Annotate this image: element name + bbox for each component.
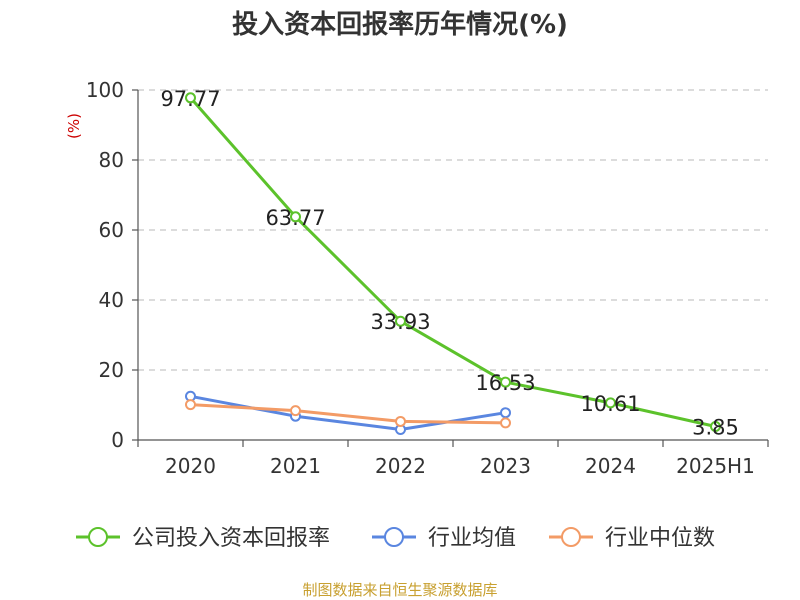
- legend-label: 行业中位数: [605, 526, 715, 551]
- x-tick-label: 2020: [165, 454, 216, 478]
- axes: 0 20 40 60 80 100 2020 2021 2022 2023 2024 2025H1: [86, 78, 769, 478]
- series-line: [189, 394, 507, 431]
- legend-swatch-marker: [384, 527, 404, 547]
- series-line: [189, 96, 717, 428]
- series-layer: [185, 92, 721, 435]
- data-point: [290, 405, 301, 417]
- y-tick-label: 40: [99, 288, 124, 312]
- data-point: [500, 376, 511, 388]
- legend-swatch-marker: [561, 527, 581, 547]
- legend-label: 公司投入资本回报率: [132, 526, 330, 551]
- y-tick-label: 0: [111, 428, 124, 452]
- y-tick-label: 100: [86, 78, 124, 102]
- data-point: [605, 397, 616, 409]
- data-point: [395, 315, 406, 327]
- data-label: 10.61: [580, 392, 640, 416]
- x-tick-label: 2021: [270, 454, 321, 478]
- legend: 公司投入资本回报率 行业均值 行业中位数: [76, 526, 715, 551]
- x-tick-label: 2023: [480, 454, 531, 478]
- data-label: 97.77: [160, 87, 220, 111]
- data-label: 16.53: [475, 371, 535, 395]
- data-point: [395, 415, 406, 427]
- source-note: 制图数据来自恒生聚源数据库: [302, 581, 497, 599]
- legend-item: 行业中位数: [549, 526, 715, 551]
- y-tick-label: 20: [99, 358, 124, 382]
- x-tick-label: 2024: [585, 454, 636, 478]
- data-point: [185, 399, 196, 411]
- data-point: [500, 417, 511, 429]
- data-label-layer: 97.77 63.77 33.93 16.53 10.61 3.85: [160, 87, 738, 440]
- data-label: 3.85: [692, 416, 739, 440]
- legend-label: 行业均值: [428, 526, 516, 551]
- y-tick-label: 60: [99, 218, 124, 242]
- series-line: [189, 403, 507, 425]
- x-tick-label: 2025H1: [676, 454, 755, 478]
- y-axis-label: (%): [65, 113, 83, 139]
- data-point: [290, 211, 301, 223]
- data-point: [710, 421, 721, 433]
- legend-swatch-marker: [88, 527, 108, 547]
- legend-item: 公司投入资本回报率: [76, 526, 330, 551]
- data-point: [500, 407, 511, 419]
- grid-lines: [138, 89, 768, 371]
- data-label: 63.77: [265, 206, 325, 230]
- legend-item: 行业均值: [372, 526, 516, 551]
- y-tick-label: 80: [99, 148, 124, 172]
- x-tick-label: 2022: [375, 454, 426, 478]
- data-point: [185, 92, 196, 104]
- chart-title: 投入资本回报率历年情况(%): [232, 9, 568, 40]
- data-label: 33.93: [370, 310, 430, 334]
